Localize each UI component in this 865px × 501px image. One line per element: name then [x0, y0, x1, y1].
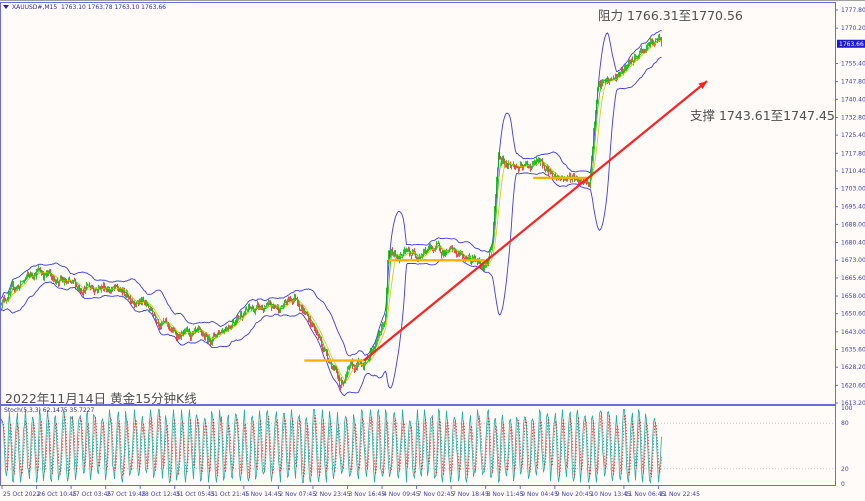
y-tick-label: 1688.00 [841, 221, 865, 228]
price-panel-frame [0, 2, 836, 405]
x-tick-label: 9 Nov 04:45 [521, 491, 558, 498]
y-tick-label: 1725.40 [841, 132, 865, 139]
y-tick-label: 1620.60 [841, 382, 865, 389]
x-tick-label: 27 Oct 03:45 [72, 491, 111, 498]
stochastic-tick-label: 100 [841, 405, 853, 412]
bollinger-upper-band [0, 30, 662, 357]
trendline-arrowhead-icon [698, 81, 707, 90]
y-tick-label: 1680.40 [841, 240, 865, 247]
y-tick-label: 1747.80 [841, 79, 865, 86]
y-tick-label: 1658.00 [841, 293, 865, 300]
stochastic-panel-frame [0, 405, 836, 486]
support-annotation: 支撑 1743.61至1747.45 [690, 108, 835, 123]
stochastic-label: Stoch(5,3,3) 62.1475 35.7227 [4, 407, 95, 414]
x-tick-label: 11 Nov 06:45 [625, 491, 666, 498]
x-tick-label: 7 Nov 18:45 [452, 491, 489, 498]
x-tick-label: 31 Oct 05:45 [176, 491, 215, 498]
x-tick-label: 26 Oct 10:45 [38, 491, 77, 498]
y-tick-label: 1717.80 [841, 150, 865, 157]
y-tick-label: 1740.40 [841, 96, 865, 103]
x-tick-label: 31 Oct 21:45 [210, 491, 249, 498]
x-tick-label: 1 Nov 14:45 [245, 491, 282, 498]
x-tick-label: 9 Nov 20:45 [556, 491, 593, 498]
symbol-label: XAUUSD#,M15 [12, 4, 58, 11]
x-tick-label: 8 Nov 11:45 [487, 491, 524, 498]
y-tick-label: 1665.60 [841, 275, 865, 282]
stochastic-tick-label: 0 [841, 481, 845, 488]
x-tick-label: 2 Nov 07:45 [279, 491, 316, 498]
x-tick-label: 4 Nov 09:45 [383, 491, 420, 498]
price-panel [0, 30, 708, 397]
trendline [363, 80, 708, 362]
x-tick-label: 2 Nov 23:45 [314, 491, 351, 498]
stochastic-main-line [0, 407, 662, 485]
y-tick-label: 1673.00 [841, 257, 865, 264]
ohlc-values: 1763.10 1763.78 1763.10 1763.66 [61, 4, 166, 11]
x-tick-label: 7 Nov 02:45 [418, 491, 455, 498]
stochastic-signal-line [0, 412, 662, 479]
moving-average-fast [0, 38, 662, 385]
y-tick-label: 1613.20 [841, 400, 865, 407]
dropdown-triangle-icon[interactable] [3, 5, 9, 9]
last-price-marker [837, 39, 865, 48]
y-tick-label: 1650.60 [841, 311, 865, 318]
resistance-annotation: 阻力 1766.31至1770.56 [598, 8, 743, 23]
y-tick-label: 1635.60 [841, 347, 865, 354]
stochastic-tick-label: 20 [841, 466, 849, 473]
y-tick-label: 1732.80 [841, 114, 865, 121]
x-tick-label: 28 Oct 12:45 [141, 491, 180, 498]
stochastic-panel [0, 407, 835, 485]
y-tick-label: 1777.80 [841, 7, 865, 14]
x-tick-label: 3 Nov 16:45 [349, 491, 386, 498]
chart-caption: 2022年11月14日 黄金15分钟K线 [5, 391, 197, 406]
x-tick-label: 10 Nov 13:45 [590, 491, 631, 498]
moving-average-slow [0, 39, 662, 381]
y-tick-label: 1755.40 [841, 60, 865, 67]
y-tick-label: 1703.00 [841, 186, 865, 193]
y-tick-label: 1628.20 [841, 364, 865, 371]
y-tick-label: 1710.40 [841, 168, 865, 175]
bollinger-lower-band [0, 56, 662, 397]
x-tick-label: 27 Oct 19:45 [107, 491, 146, 498]
x-tick-label: 11 Nov 22:45 [659, 491, 700, 498]
stochastic-tick-label: 80 [841, 420, 849, 427]
y-tick-label: 1643.00 [841, 329, 865, 336]
chart-header: XAUUSD#,M15 1763.10 1763.78 1763.10 1763… [12, 4, 166, 11]
last-price-label: 1763.66 [839, 41, 864, 48]
y-tick-label: 1695.40 [841, 204, 865, 211]
y-tick-label: 1770.20 [841, 25, 865, 32]
x-tick-label: 25 Oct 2022 [3, 491, 40, 498]
